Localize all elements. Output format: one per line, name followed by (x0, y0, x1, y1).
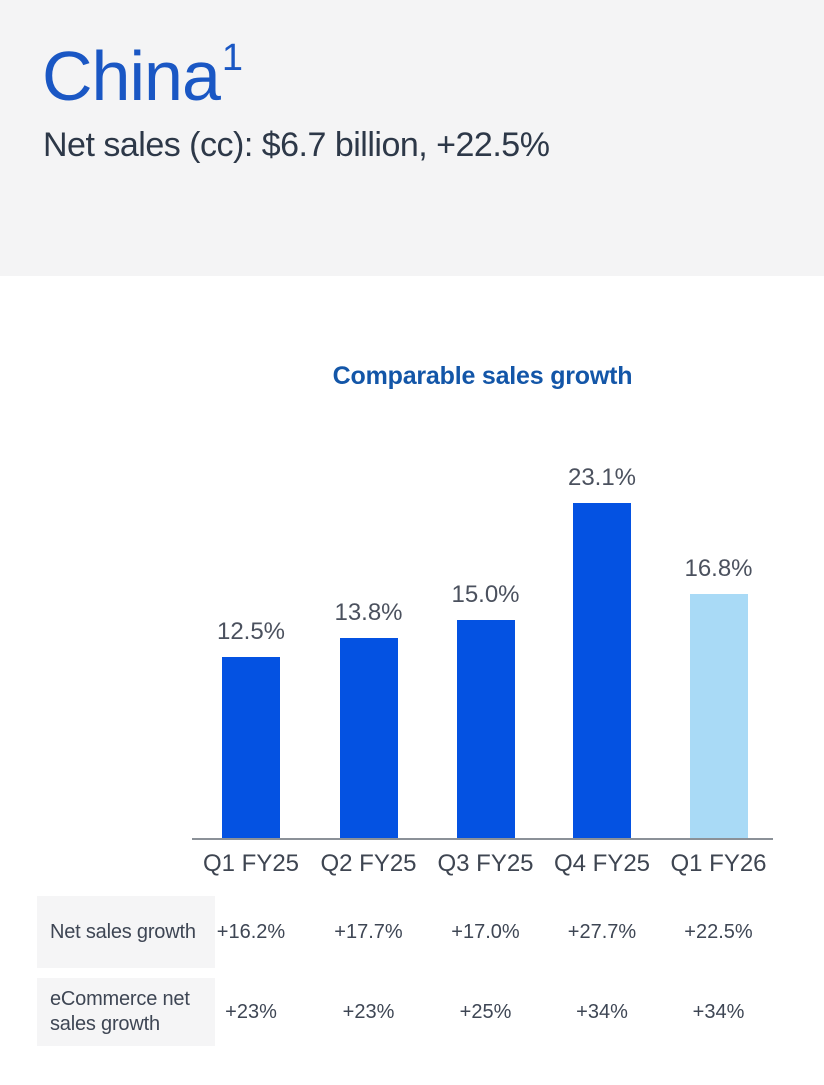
bar-q1-fy25 (222, 657, 280, 838)
x-axis-line (192, 838, 773, 840)
page-title: China1 (42, 37, 243, 115)
net-sales-subtitle: Net sales (cc): $6.7 billion, +22.5% (43, 126, 550, 164)
table-cell-value: +34% (692, 1000, 745, 1023)
bar-value-label-q1-fy26: 16.8% (684, 555, 753, 582)
bar-value-label-q2-fy25: 13.8% (334, 599, 403, 626)
chart-title: Comparable sales growth (332, 362, 633, 390)
bar-q2-fy25 (339, 638, 398, 838)
x-axis-label-q3-fy25: Q3 FY25 (437, 850, 534, 877)
bar-value-label-q3-fy25: 15.0% (451, 581, 520, 608)
table-row-label-text: Net sales growth (50, 920, 196, 943)
table-cell-value: +34% (576, 1000, 628, 1023)
page-title-text: China (42, 37, 221, 115)
table-row-label: eCommerce net sales growth (37, 978, 215, 1046)
table-cell-value: +23% (225, 1000, 277, 1023)
bar-q3-fy25 (456, 620, 515, 838)
bar-value-label-q4-fy25: 23.1% (567, 464, 637, 491)
table-cell-value: +22.5% (684, 920, 753, 943)
footnote-superscript: 1 (221, 37, 243, 79)
x-axis-label-q4-fy25: Q4 FY25 (553, 850, 651, 877)
header-band: China1 Net sales (cc): $6.7 billion, +22… (0, 0, 824, 276)
bar-value-label-q1-fy25: 12.5% (216, 618, 286, 645)
bar-q4-fy25 (573, 503, 631, 838)
table-cell-value: +27.7% (567, 920, 637, 943)
table-cell-value: +17.7% (334, 920, 403, 943)
x-axis-label-q1-fy26: Q1 FY26 (670, 850, 767, 877)
x-axis-label-q2-fy25: Q2 FY25 (320, 850, 417, 877)
table-cell-value: +17.0% (451, 920, 520, 943)
table-cell-value: +16.2% (216, 920, 286, 943)
table-row-label: Net sales growth (37, 896, 215, 968)
table-cell-value: +25% (459, 1000, 512, 1023)
bar-q1-fy26 (689, 594, 748, 838)
x-axis-label-q1-fy25: Q1 FY25 (202, 850, 300, 877)
table-row-label-text: eCommerce net sales growth (50, 988, 190, 1035)
table-cell-value: +23% (342, 1000, 395, 1023)
